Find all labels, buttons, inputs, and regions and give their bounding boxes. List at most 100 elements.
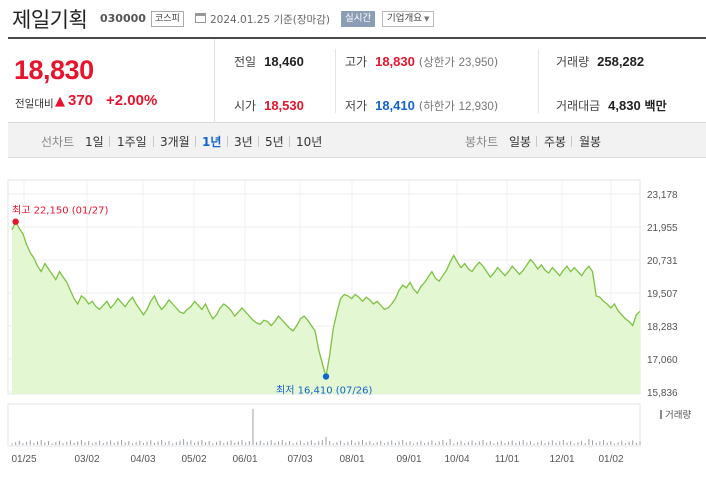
y-tick-label: 15,836: [647, 388, 678, 399]
volume-bar: [69, 440, 71, 445]
volume-legend-icon: [660, 410, 662, 419]
quote-panel: 18,830 전일대비 ▲ 370 +2.00% 전일 18,460 시가 18,5…: [8, 37, 706, 123]
volume-bar: [18, 440, 20, 445]
volume-bar: [95, 442, 97, 445]
volume-bar: [489, 441, 491, 445]
volume-bar: [40, 440, 42, 445]
upper-limit: (상한가 23,950): [418, 55, 499, 69]
tab-5y[interactable]: 5년: [265, 135, 284, 149]
volume-legend: 거래량: [660, 407, 691, 421]
volume-bar: [354, 442, 356, 445]
volume-bars: [7, 403, 641, 447]
volume-bar: [504, 443, 506, 445]
volume-bar: [464, 443, 466, 445]
volume-bar: [139, 440, 141, 445]
volume-bar: [376, 442, 378, 445]
volume-bar: [285, 442, 287, 445]
volume-bar: [606, 442, 608, 445]
volume-bar: [142, 443, 144, 445]
volume-bar: [405, 442, 407, 445]
x-tick-label: 05/02: [181, 454, 206, 465]
volume-bar: [431, 440, 433, 445]
volume-bar: [522, 440, 524, 445]
current-price: 18,830: [14, 55, 94, 85]
price-chart[interactable]: 23,178 21,955 20,731 19,507 18,283 17,060 15,8…: [0, 158, 706, 480]
high-value: 18,830: [375, 54, 415, 69]
low-label: 저가: [345, 99, 368, 113]
volume-bar: [628, 441, 630, 445]
volume-bar: [157, 441, 159, 445]
volume-bar: [599, 441, 601, 445]
volume-bar: [256, 442, 258, 445]
open-label: 시가: [234, 99, 257, 113]
volume-bar: [467, 441, 469, 445]
x-tick-label: 07/03: [287, 454, 312, 465]
volume-bar: [332, 443, 334, 445]
volume-bar: [29, 440, 31, 445]
volume-bar: [526, 442, 528, 445]
volume-bar: [416, 442, 418, 445]
y-tick-label: 21,955: [647, 223, 678, 234]
volume-bar: [15, 442, 17, 445]
extreme-markers: 최고 22,150 (01/27) 최저 16,410 (07/26): [12, 205, 372, 397]
volume-bar: [508, 441, 510, 445]
tab-10y[interactable]: 10년: [296, 135, 323, 149]
tab-1y[interactable]: 1년: [202, 135, 222, 149]
volume-bar: [102, 443, 104, 445]
quote-date-suffix: 기준(장마감): [273, 14, 330, 26]
volume-bar: [219, 440, 221, 445]
volume-bar: [632, 440, 634, 445]
volume-bar: [58, 440, 60, 445]
volume-bar: [215, 442, 217, 445]
volume-bar: [398, 441, 400, 445]
volume-bar: [270, 440, 272, 445]
volume-bar: [267, 441, 269, 445]
volume-bar: [500, 440, 502, 445]
volume-bar: [223, 443, 225, 445]
volume-bar: [44, 442, 46, 445]
volume-bar: [624, 443, 626, 445]
volume-bar: [321, 440, 323, 445]
tab-separator: [289, 136, 290, 147]
volume-bar: [205, 442, 207, 445]
volume-bar: [226, 441, 228, 445]
volume-bar: [482, 440, 484, 445]
company-overview-button[interactable]: 기업개요 ▼: [382, 11, 435, 27]
tab-3y[interactable]: 3년: [234, 135, 253, 149]
volume-bar: [318, 441, 320, 445]
tab-3m[interactable]: 3개월: [160, 135, 190, 149]
volume-bar: [153, 442, 155, 445]
realtime-button[interactable]: 실시간: [341, 11, 376, 27]
volume-bar: [365, 442, 367, 445]
tab-1d[interactable]: 1일: [85, 135, 104, 149]
volume-bar: [340, 440, 342, 445]
tab-monthly[interactable]: 월봉: [579, 135, 602, 149]
tab-weekly[interactable]: 주봉: [544, 135, 567, 149]
volume-bar: [540, 440, 542, 445]
y-tick-label: 20,731: [647, 256, 678, 267]
tab-daily[interactable]: 일봉: [509, 135, 532, 149]
tab-separator: [536, 136, 537, 147]
volume-bar: [208, 441, 210, 445]
volume-bar: [37, 441, 39, 445]
volume-bar: [179, 440, 181, 445]
volume-bar: [11, 443, 13, 445]
volume-bar: [369, 441, 371, 445]
volume-bar: [519, 441, 521, 445]
volume-bar: [62, 443, 64, 445]
change-label: 전일대비: [15, 98, 54, 110]
volume-bar: [77, 441, 79, 445]
volume-bar: [486, 442, 488, 445]
volume-bar: [175, 442, 177, 445]
volume-bar: [281, 440, 283, 445]
volume-bar: [343, 443, 345, 445]
volume-bar: [380, 440, 382, 445]
tab-1w[interactable]: 1주일: [117, 135, 147, 149]
calendar-icon: [195, 13, 206, 23]
upper-limit-value: 23,950: [458, 57, 494, 69]
low-cell: 저가 18,410 (하한가 12,930): [345, 97, 498, 114]
open-cell: 시가 18,530: [234, 97, 304, 114]
prev-close-label: 전일: [234, 55, 257, 69]
volume-bar: [391, 440, 393, 445]
volume-frame: [7, 403, 641, 447]
